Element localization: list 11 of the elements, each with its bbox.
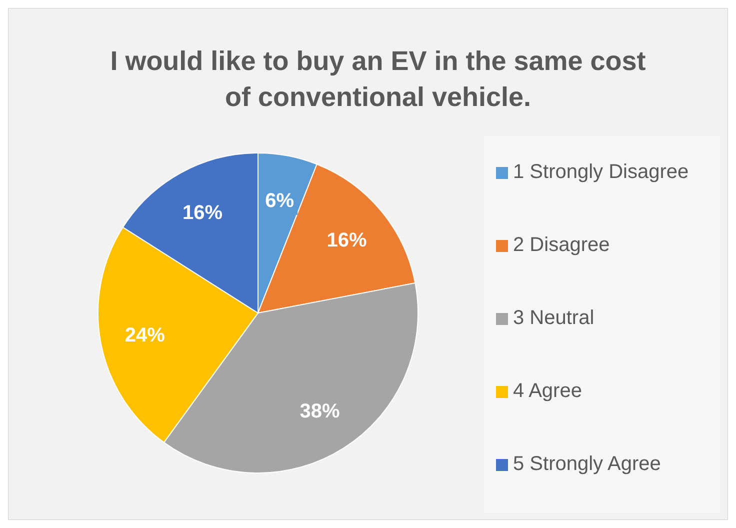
data-label: 16% [182, 202, 223, 224]
chart-title: I would like to buy an EV in the same cost of conventional vehicle. [110, 46, 646, 112]
legend-label: 1 Strongly Disagree [513, 161, 689, 183]
data-label: 6% [265, 190, 294, 212]
data-label: 38% [300, 400, 340, 422]
legend-label: 2 Disagree [513, 234, 610, 256]
legend-label: 5 Strongly Agree [513, 453, 661, 475]
legend-label: 4 Agree [513, 380, 582, 402]
data-label: 24% [124, 324, 166, 347]
data-label: 16% [326, 230, 367, 252]
legend-label: 3 Neutral [513, 307, 594, 329]
